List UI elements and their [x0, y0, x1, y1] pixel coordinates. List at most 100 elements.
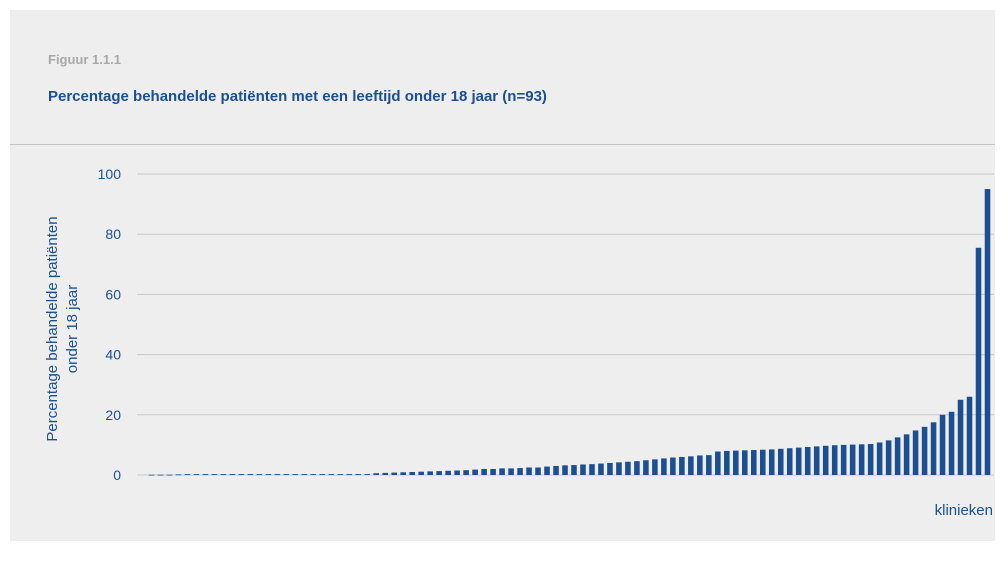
bar	[499, 468, 505, 475]
bar	[822, 445, 829, 475]
bar	[346, 474, 353, 475]
bar	[391, 472, 397, 475]
bar	[355, 474, 362, 475]
bar	[715, 451, 721, 475]
bar	[166, 474, 173, 476]
bar	[733, 450, 739, 475]
bar	[795, 447, 802, 475]
bar	[786, 448, 793, 475]
bar	[328, 474, 335, 475]
bar	[229, 474, 236, 475]
y-tick-label: 60	[105, 286, 121, 302]
bar	[804, 447, 811, 475]
bar	[670, 457, 676, 475]
bar	[652, 459, 658, 475]
bar	[544, 466, 550, 475]
bar	[211, 474, 218, 475]
bar	[643, 460, 649, 475]
bar	[364, 474, 371, 475]
bar	[984, 189, 991, 476]
bar	[876, 442, 883, 475]
bar	[813, 446, 820, 475]
bar	[966, 396, 973, 475]
bar	[472, 469, 478, 475]
bar	[400, 472, 406, 475]
bar	[436, 471, 442, 475]
bar	[831, 445, 838, 475]
bar	[777, 448, 784, 475]
bar	[481, 468, 487, 475]
bar	[679, 456, 685, 475]
bar	[697, 455, 703, 475]
bar	[202, 474, 209, 475]
bar	[238, 474, 245, 475]
bar	[256, 474, 263, 475]
bar	[975, 247, 982, 475]
bar	[265, 474, 272, 475]
y-tick-label: 100	[98, 166, 122, 182]
bar	[580, 464, 586, 475]
chart-panel	[10, 10, 995, 541]
y-tick-label: 0	[113, 467, 121, 483]
bar	[301, 474, 308, 475]
bar	[562, 465, 568, 475]
bar	[912, 430, 919, 475]
bar	[175, 474, 182, 476]
bar	[858, 444, 865, 475]
x-axis-title: klinieken	[935, 502, 993, 519]
bar	[418, 471, 424, 475]
bar	[867, 444, 874, 475]
bar	[409, 471, 415, 475]
y-tick-label: 40	[105, 347, 121, 363]
bar	[463, 470, 469, 475]
bar	[337, 474, 344, 475]
bar	[184, 474, 191, 475]
bar	[526, 467, 532, 475]
bar	[148, 474, 155, 476]
bar	[382, 472, 388, 475]
bar	[751, 450, 757, 475]
bar	[292, 474, 299, 475]
bar	[283, 474, 290, 475]
bar	[724, 450, 730, 475]
bar	[310, 474, 317, 475]
bar	[607, 462, 613, 475]
bar	[454, 470, 460, 475]
y-tick-label: 80	[105, 226, 121, 242]
gridlines	[137, 173, 994, 476]
bar	[759, 449, 766, 475]
bar	[661, 458, 667, 475]
bar	[535, 467, 541, 475]
y-tick-label: 20	[105, 407, 121, 423]
bar	[220, 474, 227, 475]
bar	[948, 411, 955, 475]
bar	[508, 468, 514, 475]
bar	[688, 456, 694, 475]
bars	[148, 189, 991, 476]
y-axis-title-line-1: Percentage behandelde patiënten	[44, 216, 61, 441]
bar	[634, 461, 640, 475]
bar	[598, 463, 604, 475]
bar	[768, 449, 775, 475]
y-tick-labels: 0 20 40 60 80 100	[98, 166, 122, 483]
bar	[157, 474, 164, 476]
y-axis-title-line-2: onder 18 jaar	[64, 285, 81, 373]
bar	[849, 444, 856, 475]
bar	[490, 468, 496, 475]
bar	[706, 455, 712, 475]
bar	[445, 470, 451, 475]
bar	[616, 462, 622, 475]
bar	[939, 414, 946, 475]
bar	[571, 465, 577, 475]
bar	[903, 434, 910, 475]
bar	[885, 440, 892, 475]
bar	[742, 450, 748, 475]
bar	[193, 474, 200, 475]
bar	[247, 474, 254, 475]
bar	[625, 461, 631, 475]
figure-label: Figuur 1.1.1	[48, 52, 121, 67]
figure-title: Percentage behandelde patiënten met een …	[48, 88, 547, 105]
bar	[427, 471, 433, 475]
bar	[957, 399, 964, 475]
